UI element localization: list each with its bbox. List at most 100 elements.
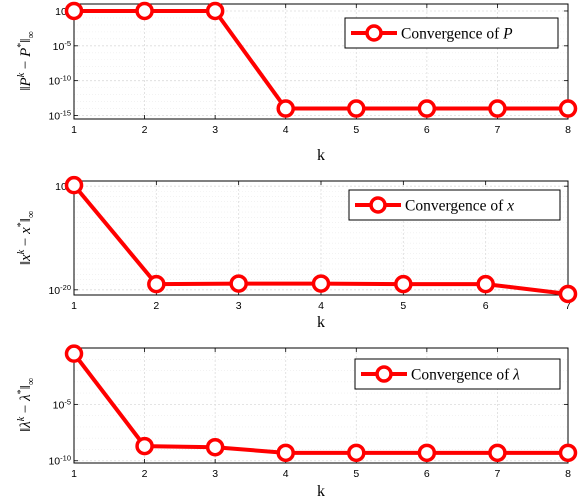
y-sub-inf: ∞	[26, 31, 37, 38]
y-symbol: P	[18, 77, 34, 87]
y-sup-star: *	[16, 222, 27, 227]
y-sub-inf: ∞	[26, 378, 37, 385]
x-tick-label: 2	[142, 124, 148, 136]
y-minus: −	[18, 401, 34, 417]
data-point-marker	[276, 443, 295, 463]
x-tick-label: 6	[424, 468, 430, 480]
y-axis-label: ‖Pk − P*‖∞	[16, 31, 37, 90]
x-tick-label: 7	[495, 124, 501, 136]
x-tick-label: 6	[424, 124, 430, 136]
x-tick-label: 3	[212, 468, 218, 480]
legend-label: Convergence of P	[401, 26, 513, 43]
x-axis-label: k	[317, 147, 325, 164]
series-markers	[64, 1, 578, 118]
x-tick-label: 2	[142, 468, 148, 480]
x-tick-label: 7	[565, 300, 571, 312]
y-tick-label: 10-10	[48, 74, 71, 88]
norm-bar-right: ‖	[18, 218, 34, 222]
legend-label: Convergence of x	[405, 198, 514, 215]
svg-text:‖xk − x*‖∞: ‖xk − x*‖∞	[16, 211, 37, 265]
y-tick-label: 10-5	[53, 39, 71, 53]
legend-box	[344, 17, 559, 49]
data-point-marker	[558, 284, 578, 304]
data-point-marker	[205, 1, 225, 21]
x-tick-labels: 1 2 3 4 5 6 7 8	[71, 348, 571, 480]
legend: Convergence of λ	[354, 358, 561, 390]
x-tick-label: 7	[495, 468, 501, 480]
plot-frame	[73, 347, 569, 464]
x-tick-label: 5	[353, 468, 359, 480]
data-point-marker	[347, 443, 366, 463]
x-tick-label: 4	[283, 124, 289, 136]
norm-bar-left: ‖	[18, 428, 34, 432]
y-sup-k: k	[16, 72, 27, 77]
y-axis-label: ‖λk − λ*‖∞	[16, 378, 37, 432]
data-point-marker	[205, 437, 225, 457]
y-sup-star: *	[16, 389, 27, 394]
legend-marker	[375, 365, 393, 383]
y-sup-k: k	[16, 416, 27, 421]
data-point-marker	[488, 99, 507, 118]
series-markers	[64, 175, 578, 304]
data-point-marker	[64, 344, 84, 363]
data-point-marker	[64, 175, 84, 195]
x-tick-label: 6	[483, 300, 489, 312]
y-symbol-star: x	[18, 227, 34, 235]
series-line	[72, 352, 568, 455]
y-symbol: λ	[18, 421, 34, 429]
legend-marker	[365, 24, 383, 42]
x-tick-label: 5	[400, 300, 406, 312]
y-tick-label: 10-15	[48, 109, 71, 123]
plot-frame	[73, 3, 569, 120]
y-axis-label: ‖xk − x*‖∞	[16, 211, 37, 265]
x-tick-label: 3	[212, 124, 218, 136]
y-tick-label: 10-20	[48, 283, 71, 297]
data-point-marker	[229, 274, 248, 293]
norm-bar-right: ‖	[18, 385, 34, 389]
grid-lines	[74, 4, 568, 119]
data-point-marker	[558, 99, 578, 118]
x-tick-label: 8	[565, 124, 571, 136]
data-point-marker	[311, 274, 331, 293]
norm-bar-right: ‖	[18, 38, 34, 42]
data-point-marker	[64, 1, 84, 21]
y-sup-k: k	[16, 249, 27, 254]
x-axis-label: k	[317, 483, 325, 500]
data-point-marker	[488, 443, 507, 463]
data-point-marker	[558, 443, 578, 463]
y-minus: −	[18, 234, 34, 250]
y-symbol: x	[18, 254, 34, 262]
x-tick-label: 5	[353, 124, 359, 136]
legend-marker	[369, 196, 387, 214]
legend: Convergence of P	[344, 17, 559, 49]
y-minus: −	[18, 57, 34, 73]
series-markers	[64, 344, 578, 463]
series-line	[74, 9, 568, 111]
x-tick-labels: 1 2 3 4 5 6 7	[71, 181, 571, 312]
data-point-marker	[417, 99, 437, 118]
x-tick-label: 1	[71, 468, 77, 480]
data-point-marker	[276, 99, 295, 118]
svg-text:‖Pk − P*‖∞: ‖Pk − P*‖∞	[16, 31, 37, 90]
y-tick-label: 10-5	[53, 397, 71, 411]
y-sub-inf: ∞	[26, 211, 37, 218]
legend-label: Convergence of λ	[411, 367, 520, 384]
x-tick-label: 4	[283, 468, 289, 480]
data-point-marker	[417, 443, 437, 463]
x-tick-label: 1	[71, 124, 77, 136]
x-tick-label: 4	[318, 300, 324, 312]
data-point-marker	[347, 99, 366, 118]
data-point-marker	[394, 274, 413, 294]
legend: Convergence of x	[348, 189, 561, 221]
y-tick-label: 10-10	[48, 454, 71, 468]
y-symbol-star: P	[18, 48, 34, 58]
x-axis-label: k	[317, 314, 325, 331]
data-point-marker	[147, 274, 166, 294]
x-tick-label: 2	[153, 300, 159, 312]
data-point-marker	[476, 274, 495, 294]
norm-bar-left: ‖	[18, 86, 34, 90]
